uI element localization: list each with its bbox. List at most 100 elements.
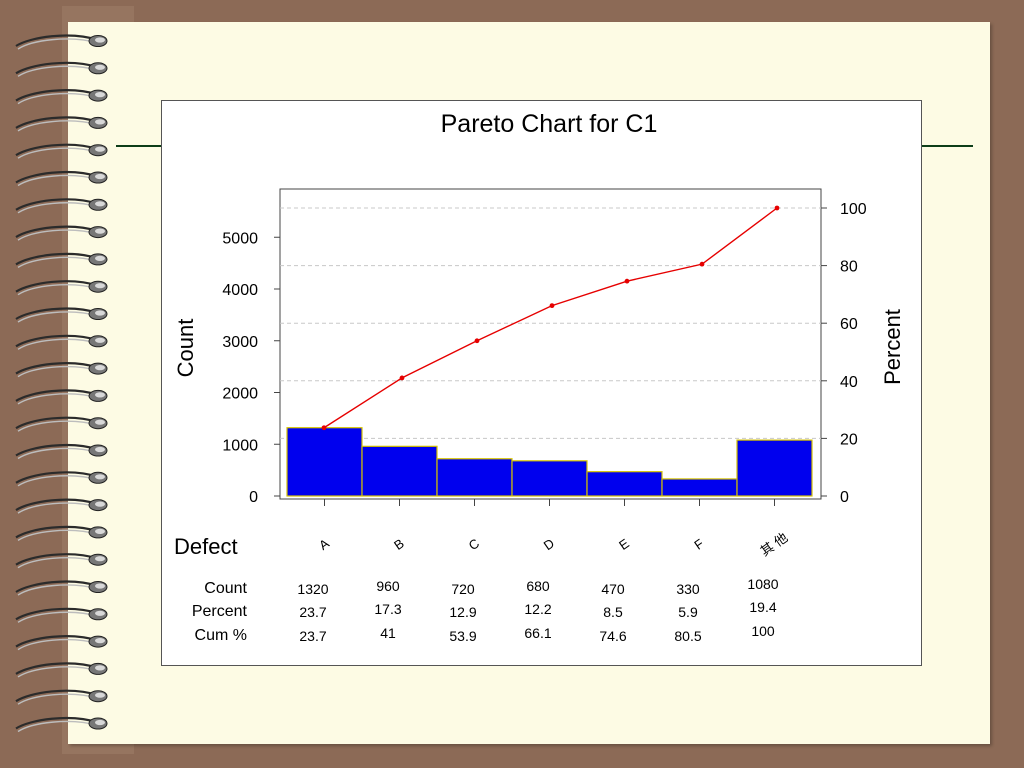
spiral-hole-shine xyxy=(95,92,105,98)
y2-axis-title: Percent xyxy=(880,309,905,385)
spiral-wire xyxy=(15,89,99,102)
spiral-wire xyxy=(15,525,99,539)
spiral-wire xyxy=(15,389,99,402)
table-cell: 1080 xyxy=(747,576,778,592)
spiral-ring-icon xyxy=(15,334,108,350)
spiral-hole-shine xyxy=(95,283,105,289)
spiral-wire xyxy=(15,498,99,512)
table-cell: 66.1 xyxy=(524,625,551,641)
spiral-hole-shine xyxy=(95,392,105,398)
x-tick-label: B xyxy=(391,536,407,553)
bar xyxy=(361,445,438,497)
table-cell: 23.7 xyxy=(299,628,326,644)
plot-area xyxy=(279,188,822,500)
spiral-ring-icon xyxy=(15,416,108,432)
spiral-wire xyxy=(15,444,99,457)
spiral-ring-icon xyxy=(15,553,108,569)
x-tick-label: C xyxy=(466,535,482,553)
spiral-wire xyxy=(15,471,99,484)
spiral-hole-shine xyxy=(95,419,105,425)
bar xyxy=(586,471,663,497)
spiral-hole-shine xyxy=(95,337,105,343)
spiral-ring-icon xyxy=(15,171,108,187)
table-cell: 5.9 xyxy=(678,604,698,620)
spiral-ring-icon xyxy=(15,252,108,268)
table-row-label: Cum % xyxy=(195,627,247,644)
spiral-wire xyxy=(15,416,99,430)
spiral-ring-icon xyxy=(15,471,108,487)
table-cell: 720 xyxy=(451,581,475,597)
y2-tick-label: 80 xyxy=(840,259,858,276)
bar xyxy=(736,439,813,497)
spiral-ring-icon xyxy=(15,607,108,623)
bar xyxy=(661,478,738,497)
y2-tick-label: 0 xyxy=(840,489,849,506)
spiral-wire xyxy=(15,171,99,184)
bar xyxy=(511,460,588,497)
spiral-ring-icon xyxy=(15,116,108,132)
spiral-wire xyxy=(15,362,99,375)
cumulative-point xyxy=(624,278,630,284)
x-tick-label: F xyxy=(691,536,706,553)
cumulative-point xyxy=(549,303,555,309)
spiral-hole-shine xyxy=(95,146,105,152)
spiral-ring-icon xyxy=(15,580,108,596)
table-cell: 12.2 xyxy=(524,601,551,617)
y-tick-label: 1000 xyxy=(222,437,258,454)
spiral-hole-shine xyxy=(95,201,105,207)
spiral-ring-icon xyxy=(15,689,108,705)
cumulative-point xyxy=(399,375,405,381)
spiral-ring-icon xyxy=(15,389,108,405)
spiral-wire xyxy=(15,717,99,730)
spiral-wire xyxy=(15,61,99,75)
spiral-hole-shine xyxy=(95,692,105,698)
table-cell: 80.5 xyxy=(674,628,701,644)
spiral-ring-icon xyxy=(15,525,108,541)
y2-tick-label: 40 xyxy=(840,374,858,391)
spiral-hole-shine xyxy=(95,610,105,616)
title-rule-right xyxy=(920,145,973,147)
y-axis-title: Count xyxy=(173,319,198,378)
bar xyxy=(286,427,363,497)
table-cell: 1320 xyxy=(297,581,328,597)
spiral-wire xyxy=(15,553,99,566)
table-cell: 680 xyxy=(526,578,550,594)
spiral-hole-shine xyxy=(95,64,105,70)
table-cell: 8.5 xyxy=(603,604,623,620)
y-tick-label: 5000 xyxy=(222,230,258,247)
table-cell: 17.3 xyxy=(374,601,401,617)
cumulative-point xyxy=(699,261,705,267)
spiral-hole-shine xyxy=(95,119,105,125)
x-tick-label: A xyxy=(316,535,332,552)
spiral-hole-shine xyxy=(95,446,105,453)
spiral-ring-icon xyxy=(15,444,108,460)
table-row-label: Percent xyxy=(192,603,248,620)
spiral-hole-shine xyxy=(95,556,105,562)
spiral-hole-shine xyxy=(95,37,105,43)
spiral-hole-shine xyxy=(95,501,105,507)
spiral-hole-shine xyxy=(95,583,105,589)
x-tick-label: 其 他 xyxy=(757,530,790,559)
spiral-ring-icon xyxy=(15,662,108,678)
table-cell: 330 xyxy=(676,581,700,597)
spiral-wire xyxy=(15,662,99,675)
spiral-hole-shine xyxy=(95,665,105,671)
spiral-wire xyxy=(15,252,99,266)
table-cell: 19.4 xyxy=(749,599,776,615)
spiral-ring-icon xyxy=(15,198,108,214)
table-cell: 12.9 xyxy=(449,604,476,620)
spiral-wire xyxy=(15,225,99,239)
table-cell: 74.6 xyxy=(599,628,626,644)
chart-title: Pareto Chart for C1 xyxy=(441,110,658,138)
spiral-hole-shine xyxy=(95,310,105,316)
spiral-wire xyxy=(15,307,99,320)
spiral-wire xyxy=(15,580,99,593)
spiral-ring-icon xyxy=(15,498,108,514)
title-rule-left xyxy=(116,145,166,147)
spiral-wire xyxy=(15,607,99,621)
y-tick-label: 2000 xyxy=(222,386,258,403)
spiral-wire xyxy=(15,143,99,157)
spiral-hole-shine xyxy=(95,528,105,535)
pareto-chart: Pareto Chart for C1 01000200030004000500… xyxy=(173,110,905,644)
spiral-ring-icon xyxy=(15,280,108,296)
